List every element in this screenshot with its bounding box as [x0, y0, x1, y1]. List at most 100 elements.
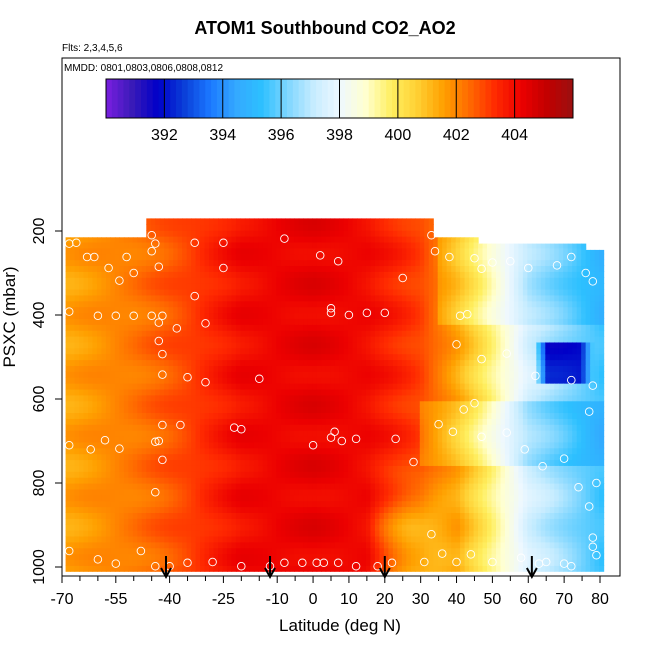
heatmap-cell	[285, 347, 291, 355]
heatmap-cell	[244, 359, 250, 366]
heatmap-cell	[321, 412, 327, 419]
heatmap-cell	[276, 288, 282, 296]
heatmap-cell	[370, 488, 376, 496]
heatmap-cell	[96, 253, 103, 261]
heatmap-cell	[406, 365, 412, 372]
heatmap-cell	[123, 341, 129, 349]
heatmap-cell	[105, 330, 112, 337]
heatmap-cell	[361, 459, 367, 466]
heatmap-cell	[128, 435, 134, 443]
heatmap-cell	[114, 565, 120, 572]
heatmap-cell	[70, 336, 76, 343]
heatmap-cell	[253, 541, 259, 549]
heatmap-cell	[159, 288, 165, 296]
heatmap-cell	[280, 265, 286, 272]
heatmap-cell	[276, 312, 282, 319]
heatmap-cell	[289, 547, 295, 555]
heatmap-cell	[424, 541, 430, 549]
heatmap-cell	[191, 318, 197, 325]
heatmap-cell	[433, 471, 439, 478]
heatmap-cell	[244, 406, 250, 414]
heatmap-cell	[343, 306, 349, 314]
heatmap-cell	[392, 459, 398, 466]
heatmap-cell	[177, 541, 183, 549]
heatmap-cell	[388, 336, 394, 343]
heatmap-cell	[343, 471, 349, 478]
heatmap-cell	[253, 412, 259, 419]
heatmap-cell	[74, 341, 80, 349]
heatmap-cell	[96, 483, 103, 490]
heatmap-cell	[383, 530, 389, 537]
heatmap-cell	[271, 241, 277, 249]
heatmap-cell	[150, 283, 156, 290]
heatmap-cell	[330, 547, 336, 555]
heatmap-cell	[285, 524, 291, 531]
heatmap-cell	[79, 377, 85, 384]
heatmap-cell	[70, 247, 76, 255]
heatmap-cell	[70, 365, 76, 372]
heatmap-cell	[123, 430, 129, 437]
heatmap-cell	[235, 400, 242, 408]
heatmap-cell	[397, 324, 403, 331]
heatmap-cell	[258, 535, 264, 543]
heatmap-cell	[204, 371, 210, 378]
heatmap-cell	[258, 247, 264, 255]
heatmap-cell	[209, 377, 215, 384]
heatmap-cell	[401, 377, 407, 384]
heatmap-cell	[141, 312, 147, 319]
heatmap-cell	[231, 535, 237, 543]
heatmap-cell	[231, 283, 237, 290]
heatmap-cell	[267, 271, 273, 278]
heatmap-cell	[132, 494, 138, 502]
heatmap-cell	[110, 353, 116, 361]
heatmap-cell	[195, 547, 201, 555]
heatmap-cell	[110, 500, 116, 508]
heatmap-cell	[374, 218, 381, 225]
heatmap-cell	[339, 330, 345, 337]
heatmap-cell	[370, 524, 376, 531]
heatmap-cell	[204, 559, 210, 566]
heatmap-cell	[146, 306, 152, 314]
heatmap-cell	[419, 512, 425, 519]
heatmap-cell	[289, 400, 295, 408]
heatmap-cell	[253, 518, 259, 525]
heatmap-cell	[65, 359, 71, 366]
heatmap-cell	[132, 447, 138, 455]
heatmap-cell	[128, 506, 134, 513]
heatmap-cell	[374, 394, 381, 402]
heatmap-cell	[271, 430, 277, 437]
heatmap-cell	[289, 512, 295, 519]
heatmap-cell	[410, 418, 416, 425]
heatmap-cell	[343, 259, 349, 267]
heatmap-cell	[289, 365, 295, 372]
heatmap-cell	[410, 271, 416, 278]
heatmap-cell	[65, 388, 71, 396]
heatmap-cell	[74, 277, 80, 284]
heatmap-cell	[361, 236, 367, 243]
heatmap-cell	[182, 365, 188, 372]
heatmap-cell	[298, 312, 304, 319]
heatmap-cell	[410, 324, 416, 331]
heatmap-cell	[419, 559, 425, 566]
heatmap-cell	[334, 336, 340, 343]
heatmap-cell	[226, 447, 233, 455]
heatmap-cell	[231, 447, 237, 455]
heatmap-cell	[141, 459, 147, 466]
heatmap-cell	[253, 247, 259, 255]
heatmap-cell	[325, 288, 331, 296]
heatmap-cell	[258, 394, 264, 402]
heatmap-cell	[137, 241, 143, 249]
heatmap-cell	[307, 365, 313, 372]
heatmap-cell	[204, 218, 210, 225]
heatmap-cell	[401, 559, 407, 566]
heatmap-cell	[155, 400, 161, 408]
heatmap-cell	[379, 318, 385, 325]
heatmap-cell	[321, 318, 327, 325]
heatmap-cell	[182, 530, 188, 537]
heatmap-cell	[271, 547, 277, 555]
heatmap-cell	[379, 483, 385, 490]
heatmap-cell	[325, 547, 331, 555]
heatmap-cell	[200, 524, 206, 531]
heatmap-cell	[330, 535, 336, 543]
heatmap-cell	[397, 418, 403, 425]
